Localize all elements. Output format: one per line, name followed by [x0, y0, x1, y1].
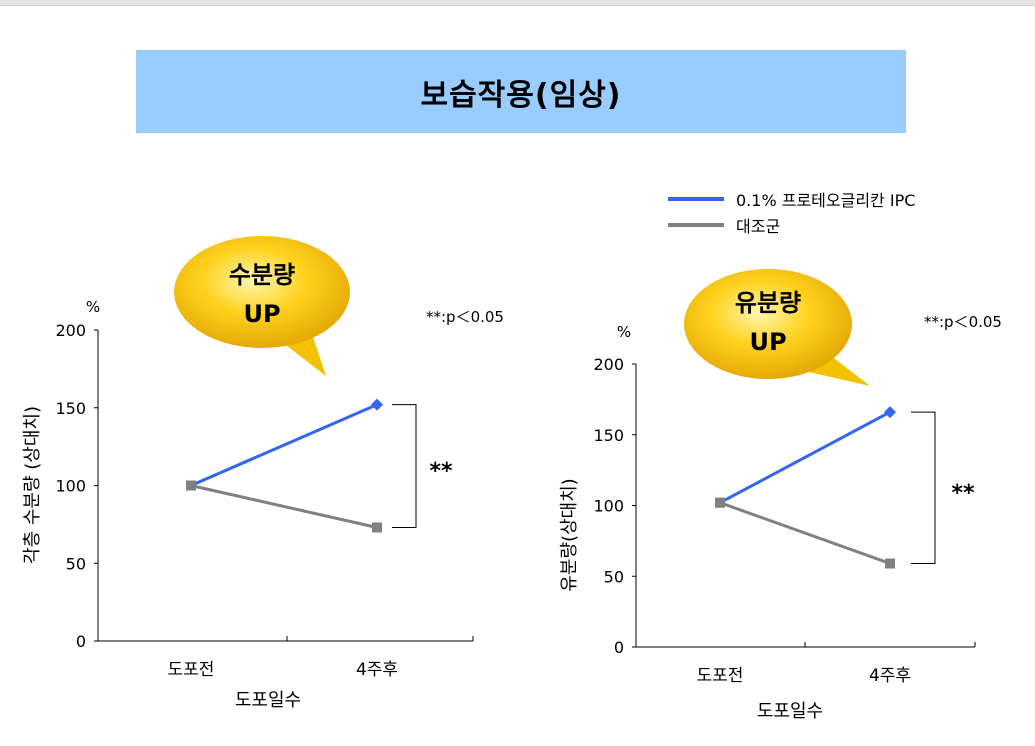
bubble-text-line2: UP — [749, 328, 786, 356]
legend-item-control: 대조군 — [668, 212, 915, 238]
legend-swatch-control — [668, 223, 724, 227]
significance-bracket — [911, 411, 936, 565]
significance-label: ** — [951, 481, 975, 506]
pvalue-note-left: **:p＜0.05 — [426, 308, 504, 326]
legend-swatch-ipc — [668, 197, 724, 201]
y-tick-label: 150 — [593, 426, 624, 445]
x-axis-title: 도포일수 — [757, 701, 823, 722]
y-tick-label: 50 — [66, 554, 86, 573]
bubble-text-line1: 수분량 — [229, 261, 295, 289]
speech-bubble-tail — [282, 334, 326, 376]
legend: 0.1% 프로테오글리칸 IPC 대조군 — [668, 186, 915, 238]
y-axis-title: 각층 수분량 (상대치) — [22, 406, 43, 564]
legend-item-ipc: 0.1% 프로테오글리칸 IPC — [668, 186, 915, 212]
bubble-text-line2: UP — [243, 300, 280, 328]
data-point-marker — [884, 406, 896, 419]
data-point-marker — [186, 480, 196, 491]
page-title: 보습작용(임상) — [420, 77, 622, 113]
significance-bracket — [392, 404, 417, 528]
y-tick-label: 200 — [593, 355, 624, 374]
y-tick-label: 200 — [55, 321, 86, 340]
x-axis-title: 도포일수 — [235, 690, 301, 711]
y-tick-label: 100 — [55, 477, 86, 496]
y-axis-title: 유분량(상대치) — [559, 478, 580, 591]
series-line-0 — [190, 403, 378, 487]
data-point-marker — [885, 558, 895, 569]
bubble-text-line1: 유분량 — [735, 289, 801, 317]
title-banner: 보습작용(임상) — [136, 50, 906, 133]
x-tick-label: 도포전 — [697, 666, 744, 686]
y-tick-label: 0 — [614, 638, 624, 657]
x-tick-label: 4주후 — [356, 660, 398, 680]
x-tick-label: 4주후 — [869, 666, 911, 686]
data-point-marker — [372, 522, 382, 533]
legend-label-ipc: 0.1% 프로테오글리칸 IPC — [736, 191, 916, 210]
y-unit-label: % — [86, 298, 100, 316]
data-point-marker — [371, 398, 383, 411]
y-tick-label: 0 — [76, 632, 86, 651]
series-line-1 — [190, 484, 378, 529]
y-tick-label: 50 — [604, 567, 624, 586]
series-line-1 — [719, 501, 891, 565]
y-tick-label: 100 — [593, 497, 624, 516]
speech-bubble — [174, 236, 350, 348]
significance-label: ** — [429, 459, 453, 484]
legend-label-control: 대조군 — [736, 217, 781, 236]
pvalue-note-right: **:p＜0.05 — [924, 313, 1002, 331]
y-unit-label: % — [617, 323, 631, 341]
data-point-marker — [715, 497, 725, 508]
top-border — [0, 0, 1035, 6]
y-tick-label: 150 — [55, 399, 86, 418]
x-tick-label: 도포전 — [168, 660, 215, 680]
series-line-0 — [719, 410, 891, 504]
speech-bubble — [684, 269, 852, 379]
